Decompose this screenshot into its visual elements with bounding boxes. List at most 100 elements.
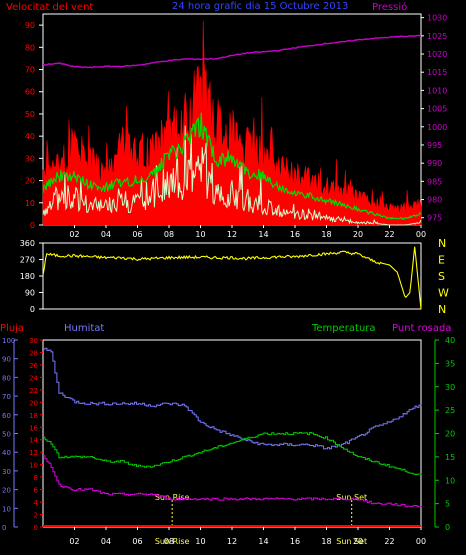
rain-y-tick-label: 8 <box>34 474 38 482</box>
rain-y-tick-label: 26 <box>29 362 38 370</box>
temperature-y-tick-label: 40 <box>445 336 455 345</box>
pressure-label: Pressió <box>372 1 407 13</box>
rain-y-tick-label: 24 <box>29 374 38 382</box>
temp-x-tick-label: 10 <box>195 537 205 546</box>
wind-y-tick-label: 60 <box>25 88 35 97</box>
wind-y-tick-label: 30 <box>25 154 35 163</box>
humidity-y-tick-label: 80 <box>2 374 11 382</box>
direction-y-tick-label: 90 <box>25 289 35 298</box>
humidity-y-tick-label: 30 <box>2 468 11 476</box>
pressure-y-tick-label: 975 <box>427 214 442 223</box>
pressure-y-tick-label: 1015 <box>427 68 447 77</box>
wind-pressure-panel: 0102030405060708090975980985990995100010… <box>6 1 447 239</box>
dewpoint-label: Punt rosada <box>392 323 451 334</box>
direction-y-tick-label: 180 <box>20 272 35 281</box>
rain-y-tick-label: 10 <box>29 462 38 470</box>
wind-max-series <box>42 20 422 226</box>
humidity-series <box>43 347 422 450</box>
direction-compass-label: S <box>438 270 445 283</box>
humidity-y-tick-label: 50 <box>2 431 11 439</box>
temp-x-tick-label: 02 <box>69 537 79 546</box>
rain-y-tick-label: 18 <box>29 412 38 420</box>
wind-y-tick-label: 90 <box>25 21 35 30</box>
temp-x-tick-label: 08 <box>164 537 174 546</box>
humidity-y-tick-label: 40 <box>2 449 11 457</box>
rain-y-tick-label: 0 <box>34 524 38 532</box>
rain-y-tick-label: 4 <box>34 499 39 507</box>
temperature-y-tick-label: 20 <box>445 430 455 439</box>
temp-x-tick-label: 06 <box>132 537 142 546</box>
wind-y-tick-label: 0 <box>30 221 35 230</box>
wind-x-tick-label: 10 <box>195 230 205 239</box>
wind-x-tick-label: 16 <box>290 230 300 239</box>
wind-x-tick-label: 12 <box>227 230 237 239</box>
humidity-y-tick-label: 60 <box>2 412 11 420</box>
sun-marker-axis-label: Sun Rise <box>155 537 190 546</box>
wind-y-tick-label: 80 <box>25 43 35 52</box>
direction-y-tick-label: 270 <box>20 256 35 265</box>
temp-x-tick-label: 12 <box>227 537 237 546</box>
humidity-y-tick-label: 100 <box>2 337 15 345</box>
temp-x-tick-label: 00 <box>416 537 426 546</box>
direction-compass-label: N <box>438 237 446 250</box>
pressure-y-tick-label: 995 <box>427 141 442 150</box>
wind-x-tick-label: 20 <box>353 230 363 239</box>
temperature-y-tick-label: 10 <box>445 476 455 485</box>
wind-x-tick-label: 06 <box>132 230 142 239</box>
temp-x-tick-label: 22 <box>384 537 394 546</box>
pressure-series <box>42 34 422 69</box>
humidity-y-tick-label: 70 <box>2 393 11 401</box>
humidity-label: Humitat <box>64 323 104 334</box>
pressure-y-tick-label: 1010 <box>427 86 447 95</box>
direction-y-tick-label: 360 <box>20 239 35 248</box>
temp-x-tick-label: 16 <box>290 537 300 546</box>
rain-y-tick-label: 16 <box>29 424 38 432</box>
wind-speed-label: Velocitat del vent <box>6 2 93 13</box>
temp-x-tick-label: 04 <box>101 537 111 546</box>
sun-marker-axis-label: Sun Set <box>336 537 367 546</box>
temp-x-tick-label: 20 <box>353 537 363 546</box>
rain-y-tick-label: 12 <box>29 449 38 457</box>
wind-y-tick-label: 10 <box>25 199 35 208</box>
wind-avg-series <box>42 112 422 220</box>
rain-y-tick-label: 2 <box>34 512 38 520</box>
pressure-y-tick-label: 1030 <box>427 14 447 23</box>
pressure-y-tick-label: 985 <box>427 177 442 186</box>
dewpoint-series <box>43 455 422 508</box>
wind-x-tick-label: 18 <box>321 230 331 239</box>
temperature-y-tick-label: 0 <box>445 523 450 532</box>
wind-min-series <box>42 125 422 226</box>
wind-direction-panel: 0 N 90 W 180 S 270 E 360 N <box>20 237 449 316</box>
temperature-label: Temperatura <box>311 323 376 334</box>
humidity-y-tick-label: 20 <box>2 487 11 495</box>
direction-compass-label: E <box>438 254 445 267</box>
pressure-y-tick-label: 990 <box>427 159 442 168</box>
temperature-y-tick-label: 5 <box>445 500 450 509</box>
temperature-y-tick-label: 35 <box>445 359 455 368</box>
temperature-series <box>43 432 422 476</box>
direction-series <box>42 246 422 310</box>
wind-y-tick-label: 50 <box>25 110 35 119</box>
wind-x-tick-label: 14 <box>258 230 268 239</box>
wind-y-tick-label: 70 <box>25 66 35 75</box>
wind-x-tick-label: 22 <box>384 230 394 239</box>
wind-y-tick-label: 40 <box>25 132 35 141</box>
chart-title: 24 hora grafic dia 15 Octubre 2013 <box>172 1 348 12</box>
sun-marker-label: Sun Rise <box>155 493 190 502</box>
pressure-y-tick-label: 1005 <box>427 105 447 114</box>
pressure-y-tick-label: 1025 <box>427 32 447 41</box>
direction-compass-label: N <box>438 303 446 316</box>
wind-x-tick-label: 04 <box>101 230 111 239</box>
direction-plot-frame <box>42 242 422 310</box>
temperature-y-tick-label: 30 <box>445 383 455 392</box>
temperature-y-tick-label: 15 <box>445 453 455 462</box>
direction-y-tick-label: 0 <box>30 305 35 314</box>
rain-y-tick-label: 20 <box>29 399 38 407</box>
temp-x-tick-label: 18 <box>321 537 331 546</box>
wind-x-tick-label: 00 <box>416 230 426 239</box>
temp-x-tick-label: 14 <box>258 537 268 546</box>
humidity-y-tick-label: 0 <box>2 524 6 532</box>
